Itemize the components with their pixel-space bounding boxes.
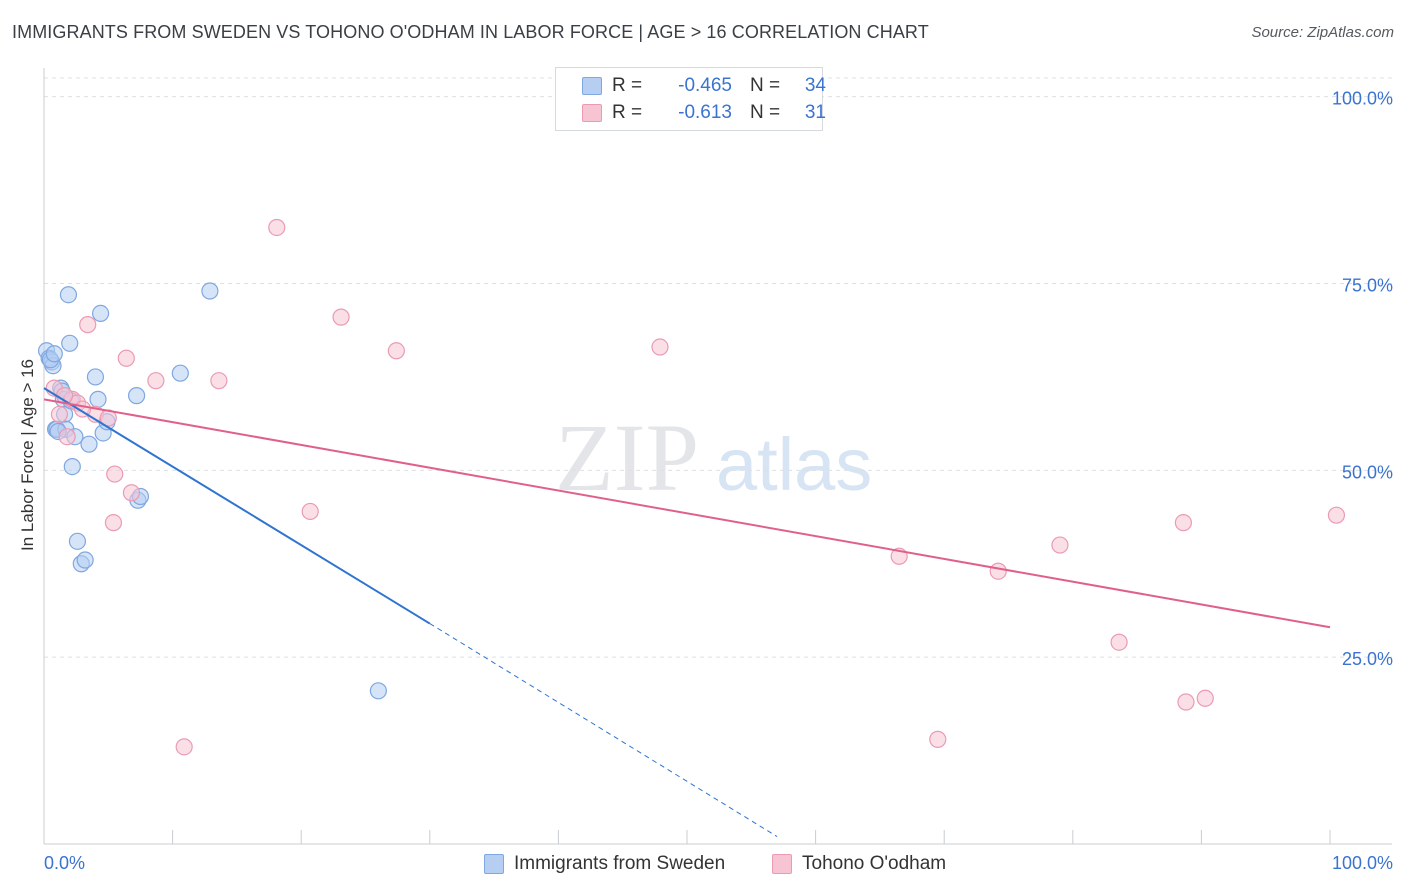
tohono-point	[58, 428, 76, 446]
n-value: 31	[804, 102, 826, 123]
sweden-point	[80, 435, 98, 453]
y-tick-label: 25.0%	[1342, 649, 1393, 669]
stats-row-tohono: R = -0.613 N = 31	[582, 101, 826, 125]
sweden-point	[63, 458, 81, 476]
tohono-point	[104, 514, 123, 532]
legend-item-sweden[interactable]: Immigrants from Sweden	[484, 852, 725, 876]
sweden-point	[171, 364, 189, 382]
watermark-atlas: atlas	[716, 423, 872, 506]
trend-lines	[43, 387, 1331, 837]
sweden-point	[61, 334, 79, 352]
x-tick-label-end: 100.0%	[1332, 853, 1393, 873]
tohono-point	[1196, 689, 1214, 707]
r-label: R =	[612, 102, 643, 123]
correlation-stats-box: R = -0.465 N = 34 R = -0.613 N = 31	[555, 67, 826, 131]
legend-label-tohono: Tohono O'odham	[802, 853, 947, 874]
legend-item-tohono[interactable]: Tohono O'odham	[772, 852, 946, 876]
watermark-zip: ZIP	[555, 404, 699, 511]
r-value: -0.465	[678, 75, 732, 96]
sweden-point	[59, 286, 78, 304]
r-value: -0.613	[678, 102, 732, 123]
n-value: 34	[804, 75, 826, 96]
y-tick-label: 100.0%	[1332, 89, 1393, 109]
sweden-point	[86, 368, 105, 386]
tick-labels: 25.0% 50.0% 75.0% 100.0% 0.0% 100.0%	[44, 89, 1393, 873]
tohono-point	[122, 484, 141, 502]
tohono-point	[106, 465, 124, 483]
sweden-point	[76, 551, 94, 569]
chart-title: IMMIGRANTS FROM SWEDEN VS TOHONO O'ODHAM…	[12, 22, 929, 42]
legend-label-sweden: Immigrants from Sweden	[514, 853, 726, 874]
x-tick-label-start: 0.0%	[44, 853, 85, 873]
tohono-point	[1177, 693, 1195, 711]
axes	[43, 68, 1392, 845]
sweden-trend-extension	[429, 623, 778, 837]
sweden-point	[127, 387, 146, 405]
tohono-point	[929, 730, 947, 748]
y-tick-label: 75.0%	[1342, 276, 1393, 296]
tohono-point	[301, 502, 319, 521]
tohono-swatch	[582, 104, 602, 122]
tohono-point	[50, 405, 69, 423]
sweden-swatch	[582, 77, 602, 95]
data-points	[37, 218, 1346, 756]
watermark: ZIP atlas	[555, 404, 872, 511]
tohono-point	[989, 562, 1007, 580]
tohono-point	[332, 308, 350, 326]
tohono-point	[1051, 536, 1069, 554]
sweden-point	[369, 682, 387, 700]
tohono-point	[117, 349, 135, 367]
sweden-trend-line	[43, 387, 431, 625]
tohono-trend-line	[43, 398, 1331, 629]
sweden-point	[89, 390, 107, 408]
source-credit: Source: ZipAtlas.com	[1251, 24, 1394, 41]
tohono-point	[1110, 633, 1128, 651]
sweden-point	[201, 282, 219, 300]
sweden-point	[91, 304, 110, 323]
sweden-legend-swatch	[484, 854, 504, 874]
gridlines	[44, 77, 1392, 658]
tohono-legend-swatch	[772, 854, 792, 874]
sweden-point	[68, 532, 87, 550]
tohono-point	[147, 372, 165, 390]
tohono-point	[79, 316, 97, 334]
tohono-point	[1174, 514, 1192, 532]
y-axis-label: In Labor Force | Age > 16	[18, 358, 37, 552]
n-label: N =	[750, 75, 781, 96]
n-label: N =	[750, 102, 781, 123]
tohono-point	[387, 342, 405, 360]
tohono-point	[268, 218, 286, 237]
y-tick-label: 50.0%	[1342, 462, 1393, 482]
tohono-point	[651, 338, 669, 356]
stats-row-sweden: R = -0.465 N = 34	[582, 74, 826, 98]
tohono-point	[1327, 506, 1346, 524]
r-label: R =	[612, 75, 643, 96]
tohono-point	[175, 738, 193, 756]
sweden-point	[45, 345, 63, 363]
tohono-point	[210, 372, 228, 390]
